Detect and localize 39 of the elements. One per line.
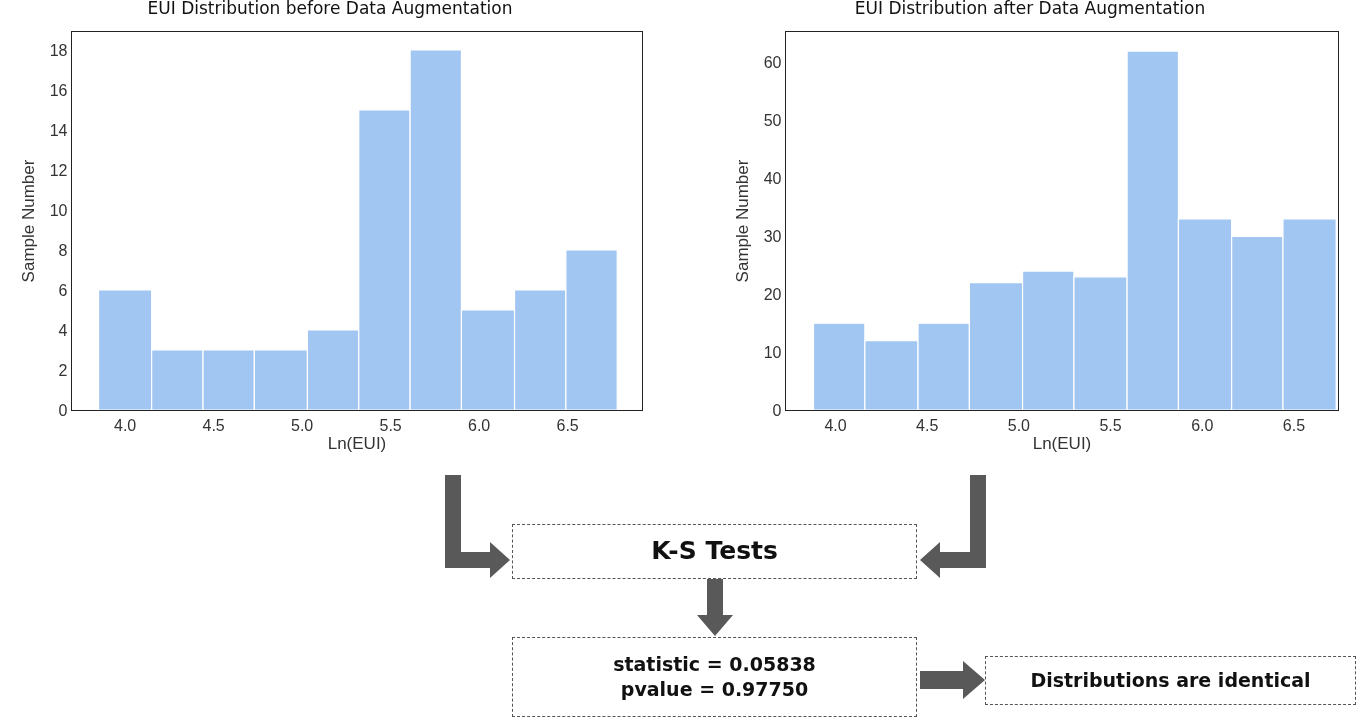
x-tick-label: 5.0 [290, 416, 314, 434]
chart-title: EUI Distribution after Data Augmentation [854, 0, 1206, 19]
chart-title: EUI Distribution before Data Augmentation [147, 0, 513, 19]
y-tick-label: 16 [49, 81, 68, 99]
y-tick-label: 50 [763, 112, 782, 130]
x-tick-label: 4.5 [916, 416, 939, 434]
y-tick-label: 4 [58, 321, 68, 339]
y-tick-label: 12 [49, 161, 68, 179]
x-tick-label: 5.5 [379, 416, 402, 434]
y-tick-label: 18 [49, 41, 68, 59]
y-tick-label: 60 [763, 54, 782, 72]
y-tick-label: 10 [49, 201, 68, 219]
y-tick-label: 30 [763, 227, 782, 245]
text: statistic = 0.05838 [613, 652, 816, 677]
y-tick-label: 40 [763, 170, 782, 188]
y-tick-label: 10 [763, 343, 782, 361]
x-tick-label: 4.0 [824, 416, 847, 434]
y-tick-label: 2 [58, 361, 68, 379]
x-tick-label: 6.0 [468, 416, 491, 434]
text: pvalue = 0.97750 [620, 677, 809, 702]
x-tick-label: 4.5 [202, 416, 225, 434]
text: K-S Tests [651, 535, 778, 568]
y-tick-label: 6 [58, 281, 68, 299]
y-tick-label: 20 [763, 285, 782, 303]
x-tick-label: 5.0 [1007, 416, 1031, 434]
y-tick-label: 14 [49, 121, 68, 139]
x-tick-label: 4.0 [113, 416, 137, 434]
x-tick-label: 6.0 [1191, 416, 1214, 434]
y-axis-title: Sample Number [733, 159, 753, 283]
x-tick-label: 6.5 [556, 416, 579, 434]
text: Distributions are identical [1030, 668, 1311, 693]
x-tick-label: 6.5 [1282, 416, 1306, 434]
y-tick-label: 0 [58, 401, 68, 419]
x-axis-title: Ln(EUI) [327, 433, 387, 453]
x-tick-label: 5.5 [1099, 416, 1122, 434]
x-axis-title: Ln(EUI) [1032, 433, 1092, 453]
y-tick-label: 0 [772, 401, 782, 419]
y-tick-label: 8 [58, 241, 68, 259]
y-axis-title: Sample Number [19, 159, 39, 283]
